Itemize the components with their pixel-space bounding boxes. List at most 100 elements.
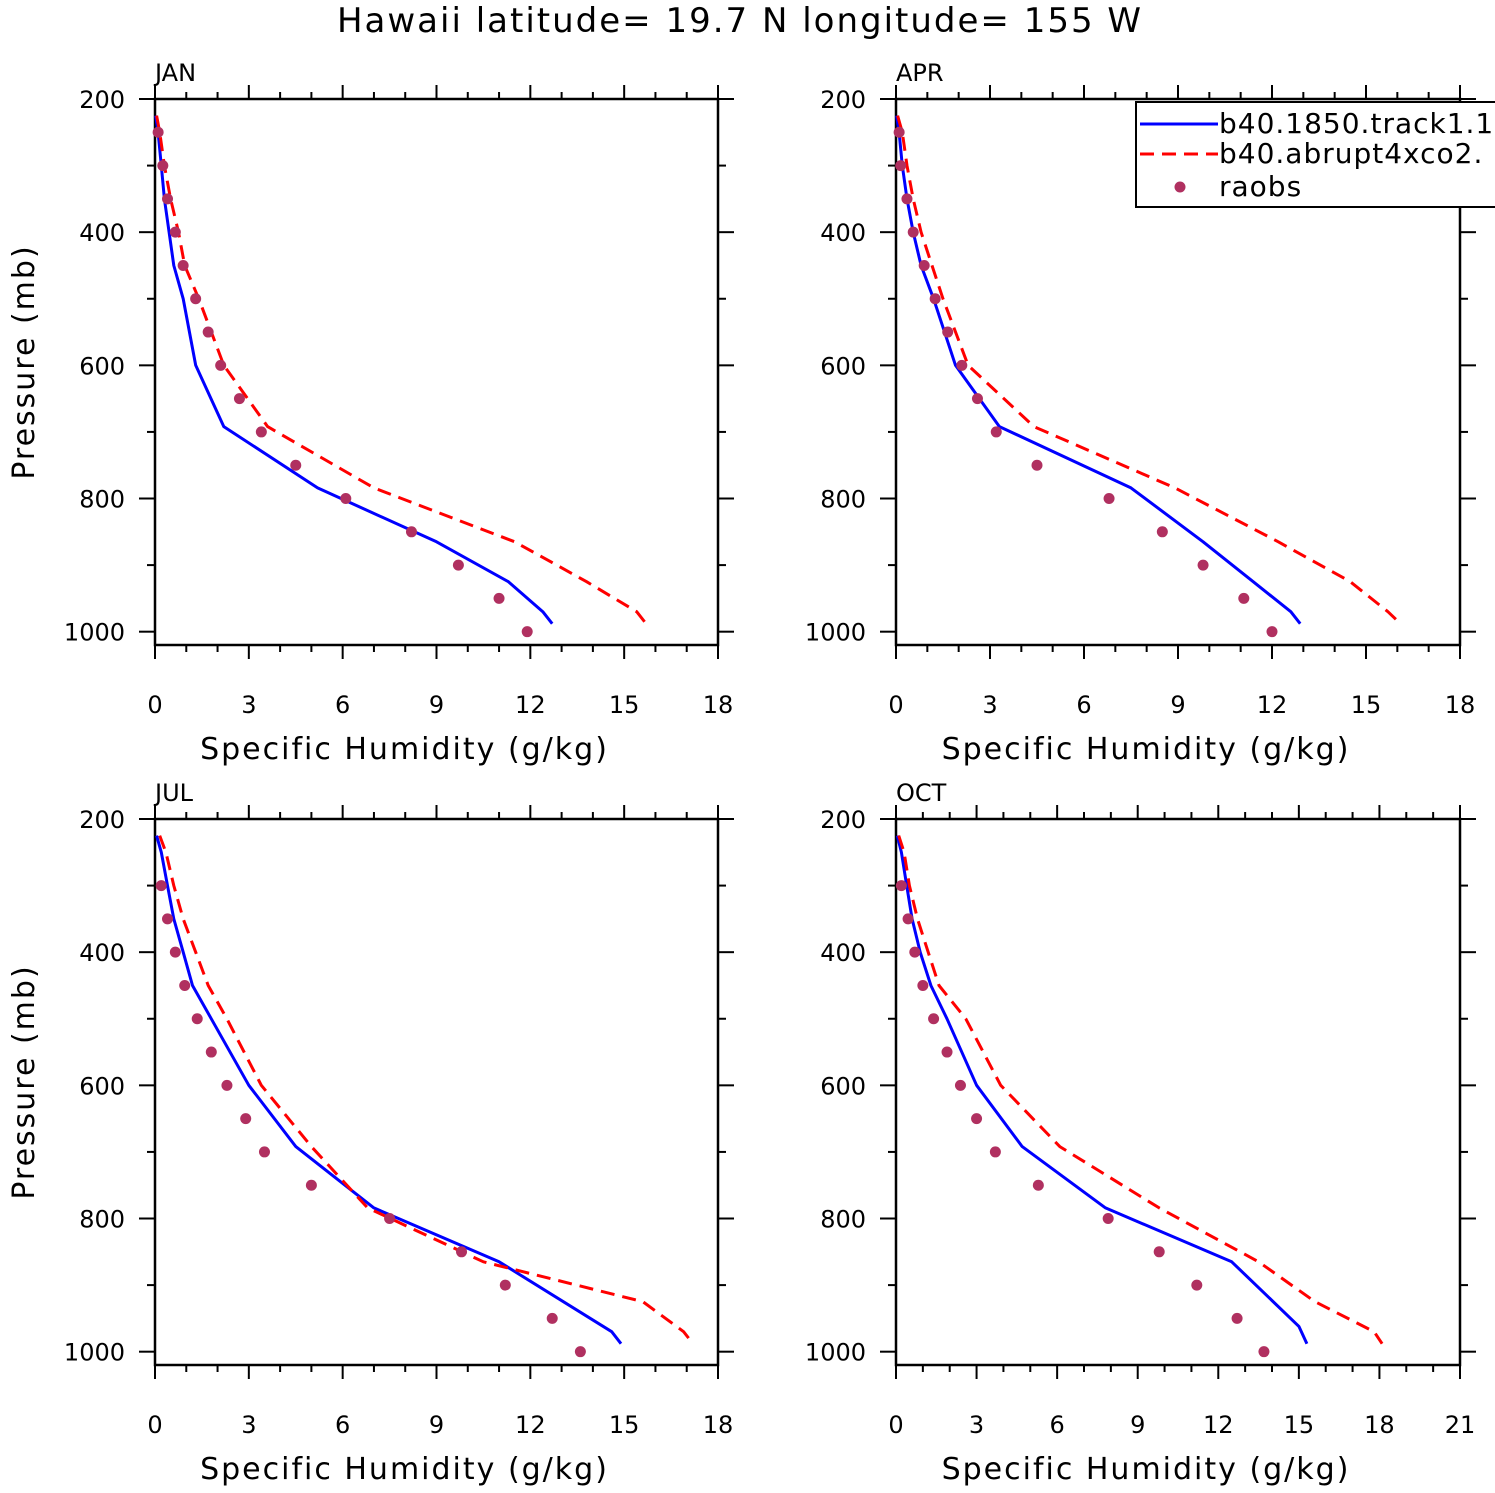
raobs-point <box>521 626 533 638</box>
y-tick-label: 600 <box>820 352 866 380</box>
y-tick-label: 1000 <box>805 1339 866 1367</box>
raobs-point <box>954 1079 966 1091</box>
raobs-point <box>956 359 968 371</box>
x-tick-label: 12 <box>515 691 546 719</box>
x-tick-label: 0 <box>147 1411 162 1439</box>
y-tick-label: 600 <box>79 352 125 380</box>
x-tick-label: 6 <box>335 1411 350 1439</box>
raobs-point <box>909 946 921 958</box>
raobs-point <box>258 1146 270 1158</box>
raobs-point <box>255 426 267 438</box>
legend-marker-raobs <box>1174 181 1186 193</box>
y-tick-label: 400 <box>820 219 866 247</box>
raobs-point <box>546 1312 558 1324</box>
x-tick-label: 15 <box>609 1411 640 1439</box>
plot-frame <box>153 97 720 647</box>
x-axis-label: Specific Humidity (g/kg) <box>200 1452 609 1487</box>
series-line-abrupt4xco2 <box>897 835 1384 1345</box>
raobs-point <box>452 559 464 571</box>
panel-label: JAN <box>153 59 196 87</box>
raobs-point <box>157 160 169 172</box>
y-tick-label: 200 <box>79 806 125 834</box>
x-tick-label: 18 <box>703 691 734 719</box>
raobs-point <box>162 913 174 925</box>
y-tick-label: 800 <box>820 1206 866 1234</box>
y-tick-label: 600 <box>79 1072 125 1100</box>
raobs-point <box>895 880 907 892</box>
y-tick-label: 1000 <box>805 619 866 647</box>
raobs-point <box>384 1213 396 1225</box>
raobs-point <box>155 880 167 892</box>
raobs-point <box>1031 459 1043 471</box>
raobs-point <box>162 193 174 205</box>
panel-label: APR <box>896 59 944 87</box>
raobs-point <box>941 1046 953 1058</box>
raobs-point <box>191 1013 203 1025</box>
raobs-point <box>918 259 930 271</box>
legend-label: b40.abrupt4xco2. <box>1219 137 1483 170</box>
x-tick-label: 3 <box>241 1411 256 1439</box>
raobs-point <box>1102 1213 1114 1225</box>
y-tick-label: 400 <box>820 939 866 967</box>
y-tick-label: 800 <box>79 1206 125 1234</box>
x-tick-label: 15 <box>1284 1411 1315 1439</box>
x-tick-label: 15 <box>609 691 640 719</box>
x-tick-label: 21 <box>1445 1411 1476 1439</box>
panel-label: JUL <box>153 779 194 807</box>
x-tick-label: 12 <box>1203 1411 1234 1439</box>
raobs-point <box>928 1013 940 1025</box>
y-axis-label: Pressure (mb) <box>7 964 42 1199</box>
legend-label: b40.1850.track1.1 <box>1219 107 1494 140</box>
series-line-1850 <box>155 835 623 1345</box>
raobs-point <box>1153 1246 1165 1258</box>
raobs-point <box>221 1079 233 1091</box>
panel-apr: APR 0 3 6 9 12 15 18 200 400 600 800 1000 Specific Hu… <box>805 59 1476 767</box>
x-tick-label: 0 <box>888 1411 903 1439</box>
raobs-point <box>907 226 919 238</box>
y-tick-label: 200 <box>79 86 125 114</box>
raobs-point <box>205 1046 217 1058</box>
x-tick-label: 6 <box>1076 691 1091 719</box>
raobs-point <box>1197 559 1209 571</box>
raobs-point <box>917 979 929 991</box>
raobs-point <box>240 1113 252 1125</box>
raobs-point <box>290 459 302 471</box>
raobs-point <box>929 293 941 305</box>
raobs-point <box>990 426 1002 438</box>
x-axis-label: Specific Humidity (g/kg) <box>942 1452 1351 1487</box>
raobs-point <box>574 1346 586 1358</box>
raobs-point <box>305 1179 317 1191</box>
raobs-point <box>901 193 913 205</box>
y-tick-label: 400 <box>79 219 125 247</box>
raobs-point <box>177 259 189 271</box>
y-tick-label: 800 <box>79 486 125 514</box>
x-tick-label: 9 <box>1130 1411 1145 1439</box>
raobs-point <box>456 1246 468 1258</box>
raobs-point <box>493 592 505 604</box>
x-tick-label: 9 <box>429 1411 444 1439</box>
raobs-point <box>499 1279 511 1291</box>
x-tick-label: 0 <box>888 691 903 719</box>
raobs-point <box>989 1146 1001 1158</box>
series-line-abrupt4xco2 <box>896 115 1402 625</box>
raobs-point <box>1032 1179 1044 1191</box>
raobs-point <box>1238 592 1250 604</box>
x-axis-label: Specific Humidity (g/kg) <box>942 732 1351 767</box>
x-tick-label: 3 <box>241 691 256 719</box>
raobs-point <box>971 393 983 405</box>
series-line-abrupt4xco2 <box>158 835 695 1345</box>
raobs-point <box>190 293 202 305</box>
x-tick-label: 6 <box>1050 1411 1065 1439</box>
plot-frame <box>894 817 1462 1367</box>
y-tick-label: 600 <box>820 1072 866 1100</box>
raobs-point <box>1258 1346 1270 1358</box>
x-tick-label: 18 <box>1445 691 1476 719</box>
raobs-point <box>942 326 954 338</box>
raobs-point <box>169 226 181 238</box>
y-tick-label: 1000 <box>64 619 125 647</box>
raobs-point <box>1231 1312 1243 1324</box>
raobs-point <box>405 526 417 538</box>
raobs-point <box>233 393 245 405</box>
